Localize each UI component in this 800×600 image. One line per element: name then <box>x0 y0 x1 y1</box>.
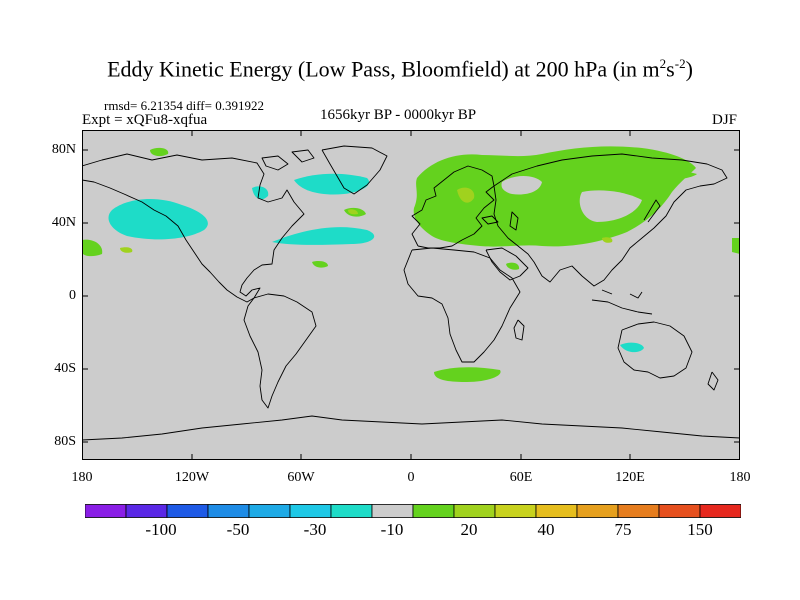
anomaly-yellowgreen-scandinavia <box>457 187 475 203</box>
colorbar-label: 75 <box>614 520 632 539</box>
coast-north-america <box>82 153 305 303</box>
colorbar-box <box>166 504 209 518</box>
season-label: DJF <box>712 112 738 128</box>
colorbar-label: 40 <box>537 520 555 539</box>
colorbar-box <box>576 504 619 518</box>
colorbar-label: 150 <box>687 520 713 539</box>
stats-label: rmsd= 6.21354 diff= 0.391922 <box>104 98 264 113</box>
coast-arabia <box>485 247 529 281</box>
coast-greenland <box>321 145 388 195</box>
x-tick-label: 120E <box>615 470 645 485</box>
anomaly-green-southern-ocean <box>434 367 501 382</box>
anomaly-cyan-australia <box>620 342 644 353</box>
colorbar <box>85 504 741 518</box>
tick-marks <box>82 130 740 460</box>
x-tick-label: 60W <box>287 470 315 485</box>
colorbar-box <box>371 504 414 518</box>
anomaly-cyan-hudson <box>252 186 269 200</box>
colorbar-label: -30 <box>303 520 327 539</box>
colorbar-label: -100 <box>145 520 177 539</box>
colorbar-box <box>289 504 332 518</box>
y-tick-label: 80S <box>54 434 76 449</box>
anomaly-green-arctic-strip <box>622 169 697 180</box>
experiment-label: Expt = xQFu8-xqfua <box>82 112 208 128</box>
coast-inland-seas <box>481 211 519 231</box>
coast-australia <box>617 321 693 379</box>
coast-new-zealand <box>707 371 719 391</box>
colorbar-box <box>658 504 701 518</box>
coast-africa <box>403 247 521 363</box>
colorbar-boxes <box>85 504 741 518</box>
x-tick-label: 60E <box>509 470 533 485</box>
colorbar-label: 20 <box>460 520 478 539</box>
y-tick-label: 0 <box>69 288 76 303</box>
anomaly-cyan-north-pacific <box>108 198 208 240</box>
colorbar-box <box>453 504 496 518</box>
anomaly-green-arabia <box>506 262 520 270</box>
colorbar-box <box>699 504 741 518</box>
colorbar-box <box>125 504 168 518</box>
x-tick-label: 180 <box>71 470 93 485</box>
colorbar-box <box>535 504 578 518</box>
anomaly-green-west-africa <box>312 261 328 268</box>
coast-arctic-islands <box>261 149 315 171</box>
colorbar-box <box>207 504 250 518</box>
anomaly-green-pacific-edge <box>82 239 103 257</box>
colorbar-box <box>85 504 127 518</box>
y-tick-label: 40N <box>51 215 76 230</box>
y-tick-label: 80N <box>51 142 76 157</box>
anomaly-green-arctic-small <box>150 147 169 157</box>
colorbar-label: -10 <box>380 520 404 539</box>
coast-antarctica <box>82 415 740 441</box>
anomaly-cyan-canada <box>294 173 370 195</box>
colorbar-label: -50 <box>226 520 250 539</box>
x-tick-label: 180 <box>729 470 751 485</box>
x-tick-label: 120W <box>174 470 210 485</box>
colorbar-box <box>330 504 373 518</box>
coast-europe <box>411 165 495 249</box>
colorbar-box <box>248 504 291 518</box>
anomaly-yellowgreen-central-asia <box>602 237 613 243</box>
coast-indonesia <box>591 289 653 315</box>
coast-south-america <box>243 293 317 409</box>
y-tick-label: 40S <box>54 361 76 376</box>
coastlines <box>82 145 740 441</box>
x-tick-label: 0 <box>407 470 415 485</box>
colorbar-box <box>412 504 455 518</box>
anomaly-yellowgreen-atlantic <box>348 209 358 215</box>
colorbar-box <box>617 504 660 518</box>
anomaly-cyan-atlantic <box>272 227 375 245</box>
coast-madagascar <box>513 319 525 341</box>
coast-asia <box>493 153 728 287</box>
anomaly-neutral-china <box>579 190 642 222</box>
anomaly-neutral-siberia <box>501 176 542 195</box>
anomaly-yellowgreen-pacific <box>120 247 133 253</box>
coast-japan <box>643 199 661 223</box>
chart-title: Eddy Kinetic Energy (Low Pass, Bloomfiel… <box>107 56 693 82</box>
map-plot <box>82 130 740 460</box>
anomaly-green-pacific-edge-right <box>732 238 740 254</box>
period-label: 1656kyr BP - 0000kyr BP <box>320 107 477 123</box>
colorbar-box <box>494 504 537 518</box>
